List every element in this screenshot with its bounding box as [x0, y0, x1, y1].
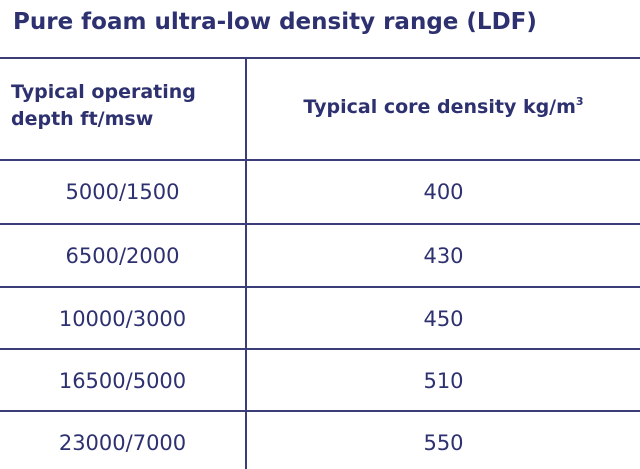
row-rule — [0, 286, 640, 288]
cell-depth: 10000/3000 — [58, 307, 187, 331]
row-rule — [0, 410, 640, 412]
header-density: Typical core density kg/m3 — [247, 95, 640, 118]
header-density-superscript: 3 — [575, 95, 584, 108]
cell-depth: 16500/5000 — [58, 369, 187, 393]
table-row: 5000/1500 400 — [0, 161, 640, 223]
table-row: 16500/5000 510 — [0, 350, 640, 412]
header-depth-line2: depth ft/msw — [11, 108, 154, 130]
table-row: 6500/2000 430 — [0, 225, 640, 287]
header-density-label: Typical core density kg/m — [303, 96, 576, 118]
table-title: Pure foam ultra-low density range (LDF) — [13, 9, 537, 35]
column-divider — [245, 57, 247, 469]
cell-density: 450 — [423, 307, 464, 331]
header-depth-line1: Typical operating — [11, 81, 196, 103]
row-rule — [0, 223, 640, 225]
header-depth: Typical operating depth ft/msw — [11, 79, 241, 133]
cell-density: 550 — [423, 431, 464, 455]
cell-depth: 5000/1500 — [65, 180, 180, 204]
header-rule — [0, 159, 640, 161]
table-row: 23000/7000 550 — [0, 412, 640, 469]
cell-depth: 23000/7000 — [58, 431, 187, 455]
density-table: Typical operating depth ft/msw Typical c… — [0, 57, 640, 469]
cell-density: 510 — [423, 369, 464, 393]
table-top-rule — [0, 57, 640, 59]
cell-depth: 6500/2000 — [65, 244, 180, 268]
cell-density: 400 — [423, 180, 464, 204]
row-rule — [0, 348, 640, 350]
table-row: 10000/3000 450 — [0, 288, 640, 350]
cell-density: 430 — [423, 244, 464, 268]
